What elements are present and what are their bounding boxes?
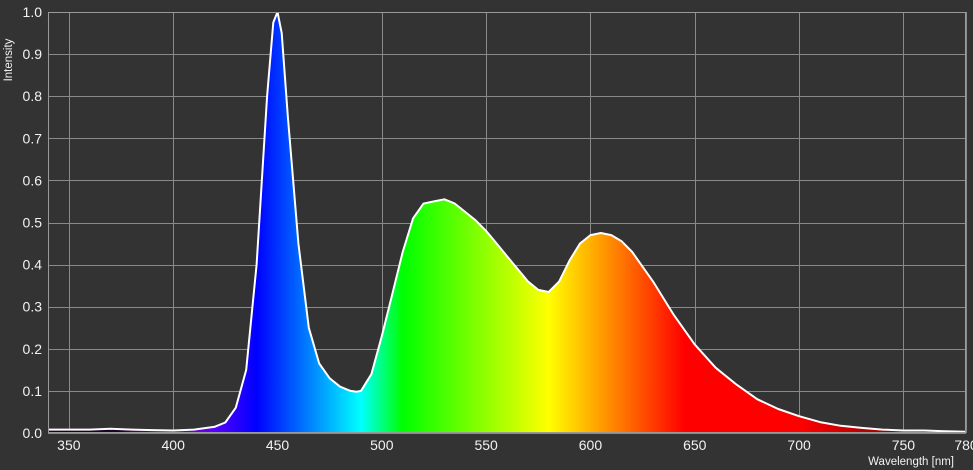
spectrum-area (48, 12, 966, 433)
x-axis-title: Wavelength [nm] (868, 456, 954, 468)
y-tick-label: 0.3 (23, 299, 43, 315)
y-tick-label: 0.6 (23, 172, 43, 188)
y-tick-label: 0.0 (23, 425, 43, 441)
x-tick-label: 550 (474, 437, 498, 453)
x-tick-label: 450 (266, 437, 290, 453)
spectrum-line-group (48, 12, 966, 433)
spectrum-fill (48, 12, 966, 433)
y-tick-label: 0.2 (23, 341, 43, 357)
y-tick-labels: 0.0 0.1 0.2 0.3 0.4 0.5 0.6 0.7 0.8 0.9 1.0 (23, 4, 43, 441)
x-tick-label: 700 (787, 437, 811, 453)
y-tick-label: 0.9 (23, 46, 43, 62)
y-tick-label: 1.0 (23, 4, 43, 20)
y-tick-label: 0.4 (23, 257, 43, 273)
x-tick-label: 350 (57, 437, 81, 453)
y-tick-label: 0.7 (23, 130, 43, 146)
x-tick-labels: 350 400 450 500 550 600 650 700 750 780 (57, 437, 973, 453)
x-tick-label: 780 (954, 437, 973, 453)
y-tick-label: 0.1 (23, 383, 43, 399)
x-tick-label: 750 (892, 437, 916, 453)
x-tick-label: 650 (683, 437, 707, 453)
x-tick-label: 500 (370, 437, 394, 453)
x-tick-label: 400 (162, 437, 186, 453)
y-tick-label: 0.5 (23, 215, 43, 231)
y-axis-title: Intensity (3, 38, 15, 81)
y-tick-label: 0.8 (23, 88, 43, 104)
spectrum-line (48, 12, 966, 433)
x-tick-label: 600 (579, 437, 603, 453)
plot-frame (48, 12, 966, 433)
